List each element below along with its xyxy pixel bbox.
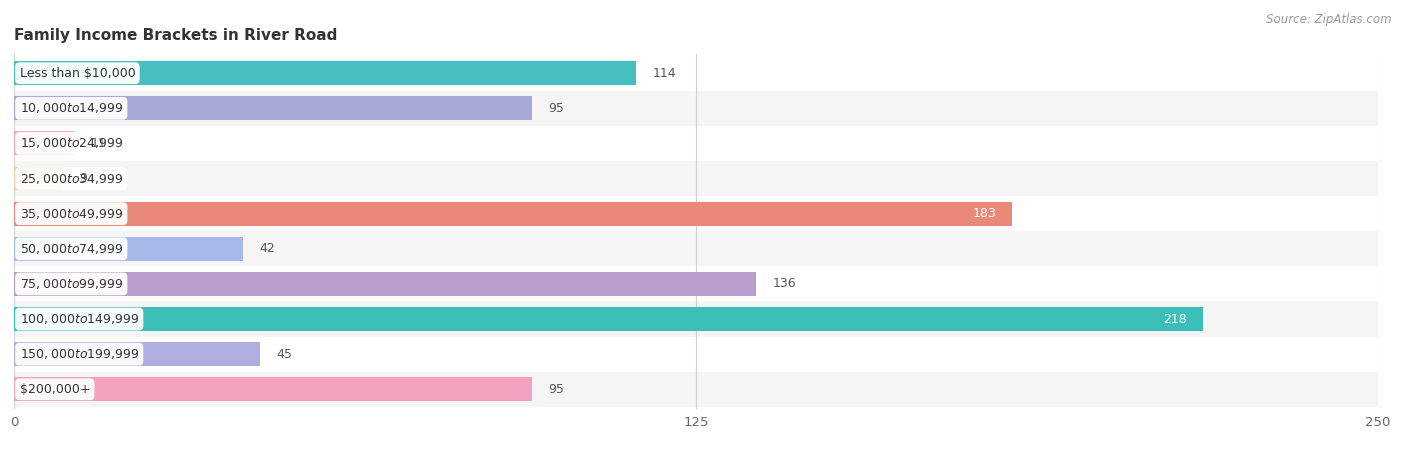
- Bar: [14, 202, 1012, 225]
- Bar: [14, 97, 533, 120]
- Bar: [14, 231, 1378, 266]
- Text: 42: 42: [260, 242, 276, 255]
- Bar: [14, 167, 63, 190]
- Bar: [14, 307, 1204, 331]
- Text: 95: 95: [548, 102, 565, 115]
- Text: $50,000 to $74,999: $50,000 to $74,999: [20, 242, 122, 256]
- Text: $150,000 to $199,999: $150,000 to $199,999: [20, 347, 139, 361]
- Bar: [14, 301, 1378, 337]
- Text: $75,000 to $99,999: $75,000 to $99,999: [20, 277, 122, 291]
- Text: 183: 183: [973, 207, 995, 220]
- Bar: [14, 237, 243, 261]
- Text: Less than $10,000: Less than $10,000: [20, 67, 135, 79]
- Text: $35,000 to $49,999: $35,000 to $49,999: [20, 207, 122, 220]
- Text: 136: 136: [772, 277, 796, 291]
- Text: $200,000+: $200,000+: [20, 383, 90, 396]
- Text: 114: 114: [652, 67, 676, 79]
- Text: $25,000 to $34,999: $25,000 to $34,999: [20, 172, 122, 185]
- Bar: [14, 337, 1378, 372]
- Bar: [14, 56, 1378, 91]
- Bar: [14, 342, 260, 366]
- Bar: [14, 266, 1378, 301]
- Bar: [14, 272, 756, 296]
- Bar: [14, 372, 1378, 407]
- Bar: [14, 377, 533, 401]
- Text: $15,000 to $24,999: $15,000 to $24,999: [20, 136, 122, 150]
- Text: $100,000 to $149,999: $100,000 to $149,999: [20, 312, 139, 326]
- Text: Source: ZipAtlas.com: Source: ZipAtlas.com: [1267, 13, 1392, 26]
- Text: $10,000 to $14,999: $10,000 to $14,999: [20, 101, 122, 115]
- Bar: [14, 126, 1378, 161]
- Text: 45: 45: [276, 348, 292, 361]
- Text: Family Income Brackets in River Road: Family Income Brackets in River Road: [14, 28, 337, 43]
- Bar: [14, 132, 75, 155]
- Bar: [14, 91, 1378, 126]
- Bar: [14, 196, 1378, 231]
- Bar: [14, 61, 636, 85]
- Text: 9: 9: [80, 172, 87, 185]
- Text: 11: 11: [90, 137, 107, 150]
- Text: 218: 218: [1163, 313, 1187, 326]
- Text: 95: 95: [548, 383, 565, 396]
- Bar: [14, 161, 1378, 196]
